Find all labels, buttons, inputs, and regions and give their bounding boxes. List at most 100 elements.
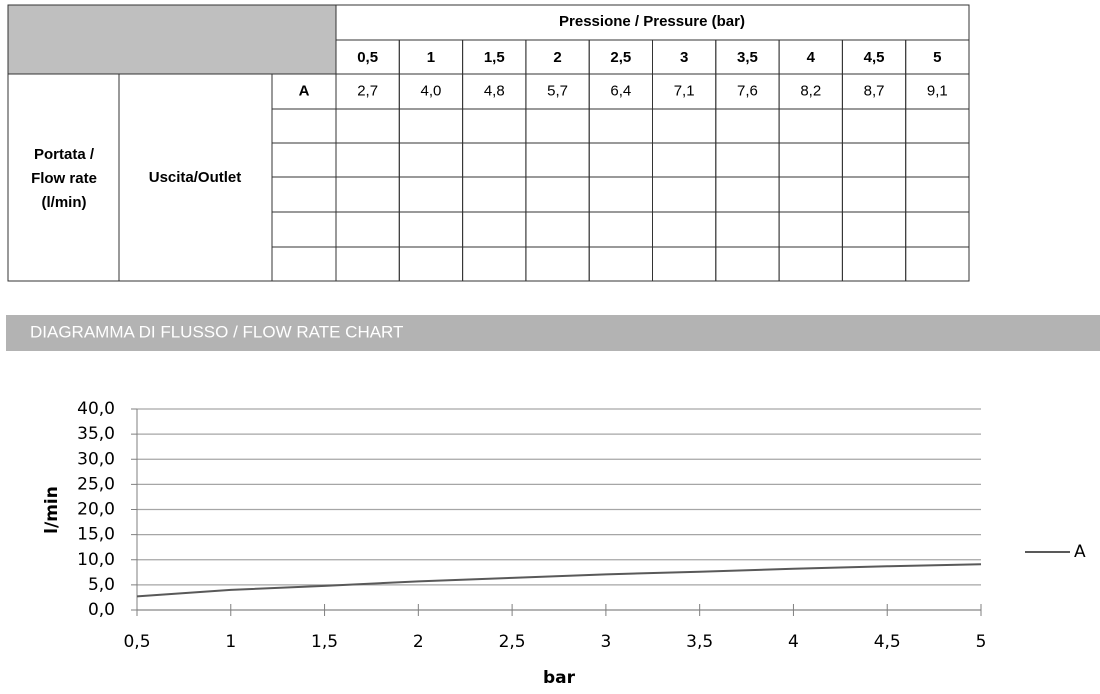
cell: [462, 176, 527, 213]
x-tick-label: 3,5: [686, 632, 713, 652]
cell: [462, 246, 527, 282]
cell: [462, 142, 527, 178]
cell: [715, 142, 780, 178]
group-label: (l/min): [42, 194, 87, 211]
cell-value: 5,7: [547, 82, 568, 99]
x-tick-label: 4,5: [874, 632, 901, 652]
group-label: Portata /: [34, 146, 95, 163]
cell: [462, 108, 527, 144]
cell: [525, 246, 590, 282]
y-tick-label: 20,0: [77, 500, 115, 520]
cell-value: 8,2: [800, 82, 821, 99]
pressure-label: 2,5: [610, 49, 631, 66]
y-tick-label: 30,0: [77, 449, 115, 469]
section-band: [6, 315, 1100, 351]
cell-value: 9,1: [927, 82, 948, 99]
cell: [335, 142, 400, 178]
cell-value: 4,0: [421, 82, 442, 99]
row-name: A: [299, 82, 310, 99]
cell: [841, 142, 907, 178]
cell: [588, 108, 654, 144]
x-tick-label: 1: [225, 632, 236, 652]
x-tick-label: 1,5: [311, 632, 338, 652]
y-tick-label: 35,0: [77, 424, 115, 444]
cell: [525, 142, 590, 178]
cell: [905, 142, 970, 178]
pressure-label: 3: [680, 49, 688, 66]
cell: [335, 211, 400, 248]
cell: [652, 211, 717, 248]
cell: [398, 108, 464, 144]
cell: [778, 142, 843, 178]
header-block: [8, 5, 336, 74]
cell: [778, 176, 843, 213]
cell: [715, 211, 780, 248]
cell: [462, 211, 527, 248]
cell: [652, 108, 717, 144]
x-axis-label: bar: [543, 668, 576, 688]
cell: [905, 108, 970, 144]
y-tick-label: 15,0: [77, 525, 115, 545]
cell-value: 2,7: [357, 82, 378, 99]
section-title: DIAGRAMMA DI FLUSSO / FLOW RATE CHART: [30, 322, 403, 341]
cell: [588, 246, 654, 282]
cell-value: 6,4: [610, 82, 631, 99]
x-tick-label: 2: [413, 632, 424, 652]
series-line: [136, 563, 982, 598]
cell: [588, 211, 654, 248]
cell-value: 7,1: [674, 82, 695, 99]
cell: [335, 108, 400, 144]
pressure-label: 0,5: [357, 49, 378, 66]
cell: [335, 246, 400, 282]
cell-value: 8,7: [864, 82, 885, 99]
y-tick-label: 0,0: [88, 600, 115, 620]
outlet-label: Uscita/Outlet: [149, 169, 242, 186]
cell: [778, 108, 843, 144]
cell: [841, 108, 907, 144]
table-title: Pressione / Pressure (bar): [559, 13, 745, 30]
cell-value: 7,6: [737, 82, 758, 99]
group-label: Flow rate: [31, 170, 97, 187]
pressure-label: 3,5: [737, 49, 758, 66]
y-tick-label: 10,0: [77, 550, 115, 570]
cell: [905, 176, 970, 213]
x-tick-label: 5: [976, 632, 987, 652]
cell: [715, 176, 780, 213]
cell: [841, 211, 907, 248]
cell: [841, 176, 907, 213]
cell: [398, 211, 464, 248]
cell-value: 4,8: [484, 82, 505, 99]
cell: [905, 246, 970, 282]
cell: [841, 246, 907, 282]
cell: [715, 108, 780, 144]
x-tick-label: 0,5: [123, 632, 150, 652]
x-tick-label: 3: [600, 632, 611, 652]
cell: [398, 246, 464, 282]
cell: [652, 246, 717, 282]
cell: [905, 211, 970, 248]
x-tick-label: 2,5: [499, 632, 526, 652]
cell: [398, 142, 464, 178]
cell: [271, 211, 337, 248]
cell: [398, 176, 464, 213]
cell: [652, 142, 717, 178]
cell: [271, 246, 337, 282]
pressure-label: 5: [933, 49, 941, 66]
cell: [271, 176, 337, 213]
y-tick-label: 40,0: [77, 399, 115, 419]
x-tick-label: 4: [788, 632, 799, 652]
pressure-label: 1: [427, 49, 435, 66]
y-tick-label: 25,0: [77, 474, 115, 494]
cell: [715, 246, 780, 282]
cell: [271, 108, 337, 144]
cell: [588, 176, 654, 213]
cell: [525, 108, 590, 144]
cell: [335, 176, 400, 213]
cell: [588, 142, 654, 178]
y-axis-label: l/min: [42, 486, 62, 534]
cell: [652, 176, 717, 213]
cell: [271, 142, 337, 178]
legend-label: A: [1074, 542, 1086, 562]
pressure-label: 4: [807, 49, 816, 66]
